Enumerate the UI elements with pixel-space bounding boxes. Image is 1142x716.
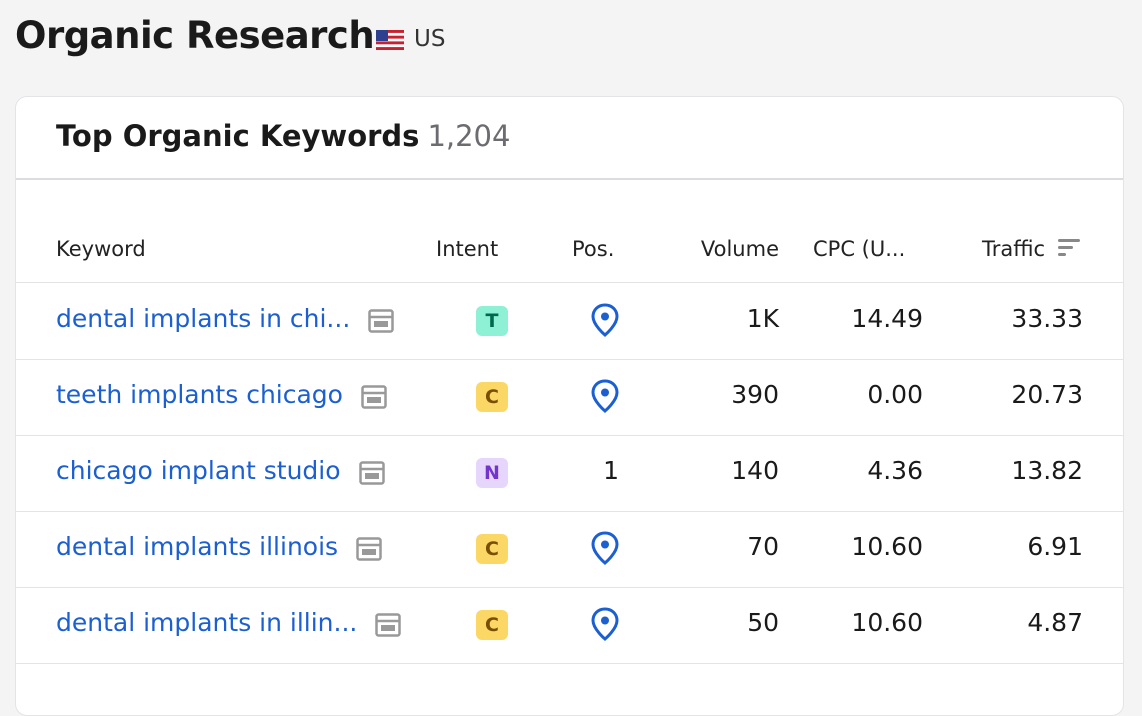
intent-badge: T (476, 306, 508, 336)
pin-svg (591, 379, 619, 413)
position-icon[interactable] (590, 379, 620, 417)
pin-svg (591, 303, 619, 337)
serp-icon (356, 537, 382, 565)
row-divider (16, 359, 1123, 360)
volume: 140 (731, 456, 779, 485)
traffic: 6.91 (1027, 532, 1083, 561)
position-icon[interactable] (590, 531, 620, 569)
card-title: Top Organic Keywords 1,204 (56, 119, 510, 153)
column-header[interactable]: Traffic (982, 237, 1046, 261)
volume: 390 (731, 380, 779, 409)
volume: 1K (746, 304, 779, 333)
cpc: 4.36 (867, 456, 923, 485)
serp-svg (368, 309, 395, 333)
card-header: Top Organic Keywords 1,204 (16, 97, 1123, 180)
position: 1 (603, 456, 619, 485)
serp-icon (368, 309, 395, 337)
keyword-link[interactable]: dental implants in illin... (56, 608, 358, 637)
card-count: 1,204 (427, 119, 511, 153)
pin-svg (591, 607, 619, 641)
traffic: 20.73 (1011, 380, 1083, 409)
position-icon[interactable] (590, 303, 620, 341)
keyword-link[interactable]: dental implants in chi... (56, 304, 351, 333)
position-icon[interactable] (590, 607, 620, 645)
column-header[interactable]: Volume (700, 237, 779, 261)
sort-svg (1058, 239, 1080, 256)
row-divider (16, 435, 1123, 436)
intent-badge: C (476, 382, 508, 412)
volume: 70 (747, 532, 779, 561)
serp-svg (361, 385, 387, 409)
country-label[interactable]: US (414, 26, 446, 52)
row-divider (16, 587, 1123, 588)
keyword-link[interactable]: chicago implant studio (56, 456, 341, 485)
cpc: 0.00 (867, 380, 923, 409)
card-title-text: Top Organic Keywords (56, 119, 420, 153)
cpc: 14.49 (851, 304, 923, 333)
column-header[interactable]: Pos. (572, 237, 615, 261)
flag-icon (376, 30, 404, 50)
serp-icon (375, 613, 402, 641)
serp-icon (358, 461, 385, 489)
column-header[interactable]: CPC (U... (813, 237, 906, 261)
volume: 50 (747, 608, 779, 637)
page-title: Organic Research (15, 14, 375, 57)
row-divider (16, 511, 1123, 512)
cpc: 10.60 (851, 532, 923, 561)
pin-svg (591, 531, 619, 565)
keyword-link[interactable]: dental implants illinois (56, 532, 339, 561)
page: Organic Research US Top Organic Keywords… (15, 14, 1124, 716)
row-divider (16, 663, 1123, 664)
intent-badge: C (476, 534, 508, 564)
column-header[interactable]: Intent (436, 237, 499, 261)
traffic: 4.87 (1027, 608, 1083, 637)
row-divider (16, 282, 1123, 283)
intent-badge: C (476, 610, 508, 640)
intent-badge: N (476, 458, 508, 488)
traffic: 33.33 (1011, 304, 1083, 333)
keywords-card: Top Organic Keywords 1,204 Keyword Intent P… (15, 96, 1124, 716)
keyword-link[interactable]: teeth implants chicago (56, 380, 343, 409)
serp-svg (356, 537, 382, 561)
serp-svg (375, 613, 402, 637)
traffic: 13.82 (1011, 456, 1083, 485)
serp-icon (361, 385, 387, 413)
cpc: 10.60 (851, 608, 923, 637)
serp-svg (358, 461, 385, 485)
column-header[interactable]: Keyword (56, 237, 146, 261)
sort-icon (1058, 238, 1082, 262)
